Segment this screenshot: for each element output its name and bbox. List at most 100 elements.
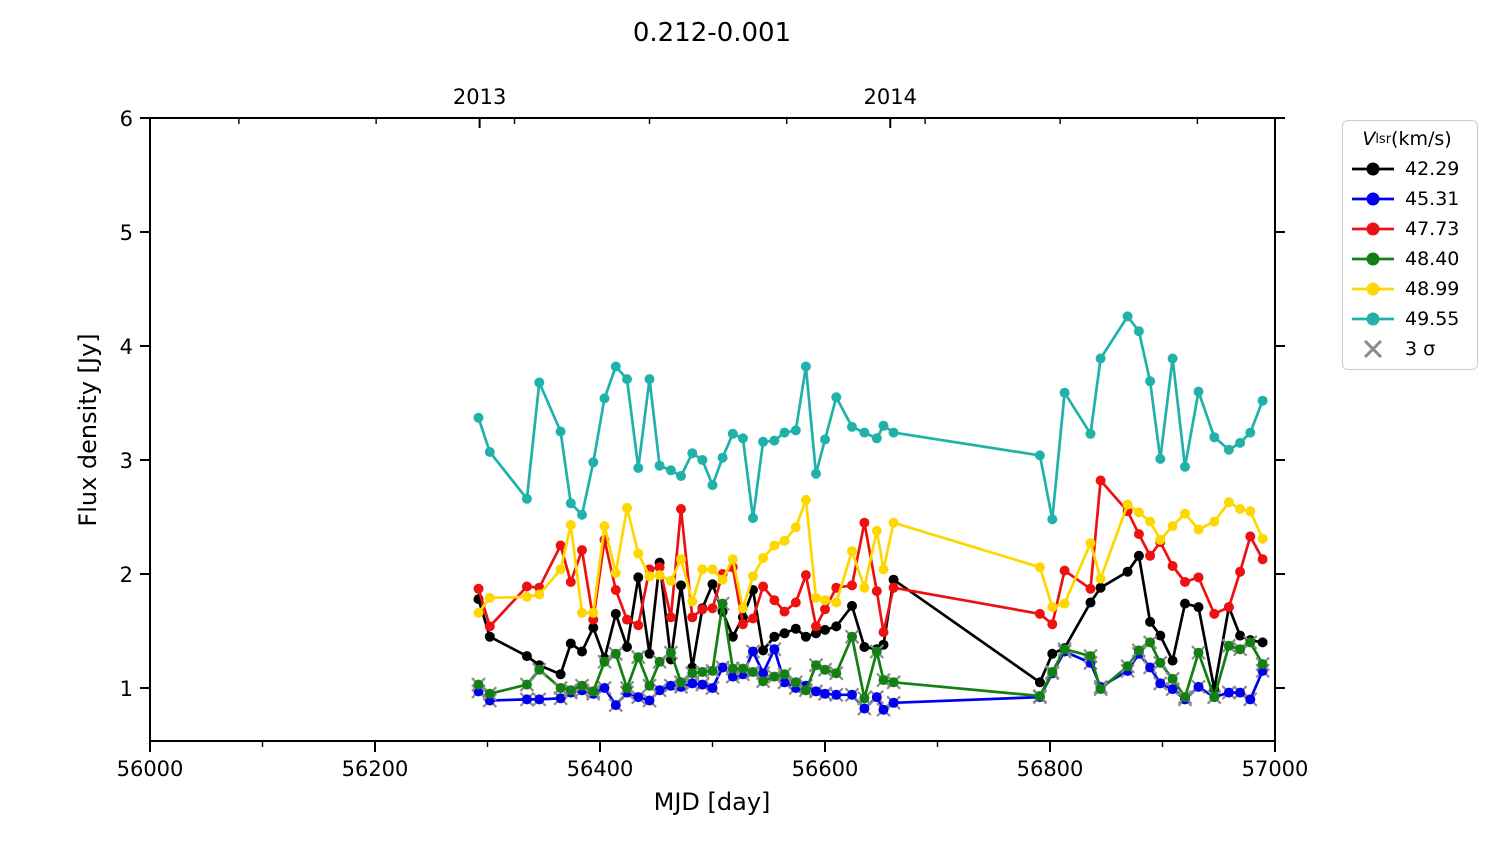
data-point-47.73 <box>707 603 718 614</box>
data-point-49.55 <box>790 425 801 436</box>
data-point-48.99 <box>779 535 790 546</box>
data-point-47.73 <box>888 582 899 593</box>
data-point-48.99 <box>622 502 632 513</box>
data-point-48.99 <box>654 570 665 581</box>
data-point-48.40 <box>565 685 576 696</box>
data-point-49.55 <box>800 361 811 372</box>
data-point-45.31 <box>769 644 780 655</box>
data-point-47.73 <box>847 580 857 591</box>
data-point-48.99 <box>687 596 698 607</box>
data-point-45.31 <box>1145 662 1156 673</box>
data-point-48.40 <box>633 652 644 663</box>
data-point-48.40 <box>644 680 655 691</box>
data-point-48.40 <box>1180 692 1190 703</box>
data-point-49.55 <box>820 434 830 445</box>
data-point-49.55 <box>565 498 576 509</box>
data-point-48.40 <box>769 671 780 682</box>
data-point-48.99 <box>1223 497 1234 508</box>
data-point-48.40 <box>811 660 821 671</box>
data-point-42.29 <box>1235 630 1246 641</box>
y-tick-label: 3 <box>120 449 133 473</box>
data-point-48.99 <box>790 522 801 533</box>
data-point-42.29 <box>676 580 686 591</box>
data-point-49.55 <box>859 427 870 438</box>
data-point-48.99 <box>1180 508 1190 519</box>
data-point-45.31 <box>599 683 610 693</box>
data-point-45.31 <box>758 668 769 679</box>
data-point-42.29 <box>1167 655 1178 666</box>
data-point-47.73 <box>1193 572 1204 583</box>
data-point-45.31 <box>847 689 857 700</box>
data-point-47.73 <box>1235 566 1246 577</box>
data-point-48.40 <box>1257 659 1268 670</box>
data-point-48.99 <box>1245 506 1256 517</box>
legend-label: 48.99 <box>1405 278 1460 300</box>
data-point-49.55 <box>599 393 610 404</box>
data-point-48.40 <box>831 668 842 679</box>
data-point-48.99 <box>1155 534 1166 545</box>
legend-marker-42.29 <box>1352 162 1394 176</box>
data-point-48.99 <box>1145 516 1156 527</box>
data-point-49.55 <box>888 427 899 438</box>
legend-marker-49.55 <box>1352 312 1394 326</box>
data-point-48.99 <box>1095 573 1106 584</box>
data-point-48.99 <box>1167 521 1178 532</box>
data-point-48.40 <box>588 686 599 697</box>
data-point-49.55 <box>610 361 621 372</box>
legend-entry-3-sigma: 3 σ <box>1351 334 1473 364</box>
data-point-48.40 <box>1245 637 1256 648</box>
data-point-48.99 <box>588 607 599 618</box>
data-point-42.29 <box>484 631 495 642</box>
legend-entries: 42.29 45.31 47.73 48.40 48.99 49.55 3 σ <box>1351 154 1473 364</box>
data-point-48.99 <box>1235 504 1246 514</box>
data-point-47.73 <box>665 612 676 623</box>
data-point-48.99 <box>717 574 728 585</box>
data-point-47.73 <box>1209 608 1220 619</box>
data-point-48.99 <box>888 517 899 528</box>
data-point-48.99 <box>831 597 842 608</box>
data-point-49.55 <box>1034 450 1045 461</box>
data-point-47.73 <box>687 612 698 623</box>
data-point-48.40 <box>779 669 790 680</box>
data-point-45.31 <box>717 662 728 673</box>
legend-label: 48.40 <box>1405 248 1460 270</box>
data-point-49.55 <box>1095 353 1106 364</box>
data-point-47.73 <box>859 517 870 528</box>
data-point-48.40 <box>871 646 882 657</box>
data-point-42.29 <box>1047 648 1058 659</box>
data-point-47.73 <box>790 597 801 608</box>
data-point-47.73 <box>878 627 889 638</box>
data-point-48.99 <box>707 564 718 575</box>
data-point-42.29 <box>1257 637 1268 648</box>
data-point-47.73 <box>1257 554 1268 565</box>
data-point-48.99 <box>800 494 811 505</box>
data-point-48.99 <box>847 546 857 557</box>
data-point-48.99 <box>565 520 576 530</box>
data-point-48.99 <box>727 554 738 565</box>
data-point-48.40 <box>1122 661 1133 672</box>
y-tick-label: 2 <box>120 563 133 587</box>
data-point-47.73 <box>820 604 830 615</box>
data-point-47.73 <box>871 586 882 597</box>
data-point-45.31 <box>820 688 830 699</box>
data-point-45.31 <box>888 697 899 708</box>
data-point-48.40 <box>697 667 708 677</box>
data-point-45.31 <box>1193 681 1204 692</box>
data-point-48.99 <box>1257 533 1268 544</box>
data-point-42.29 <box>758 645 769 656</box>
data-point-42.29 <box>577 646 587 657</box>
data-point-49.55 <box>878 420 889 431</box>
data-point-45.31 <box>534 694 545 705</box>
data-point-42.29 <box>555 669 566 680</box>
data-point-48.99 <box>599 521 610 532</box>
x-axis-label: MJD [day] <box>653 788 771 816</box>
data-point-45.31 <box>831 689 842 700</box>
data-point-42.29 <box>633 572 644 583</box>
data-point-48.40 <box>1085 651 1096 662</box>
data-point-42.29 <box>622 642 632 652</box>
legend-entry-42.29: 42.29 <box>1351 154 1473 184</box>
data-point-49.55 <box>1085 428 1096 439</box>
data-point-45.31 <box>555 693 566 704</box>
data-point-49.55 <box>758 436 769 447</box>
